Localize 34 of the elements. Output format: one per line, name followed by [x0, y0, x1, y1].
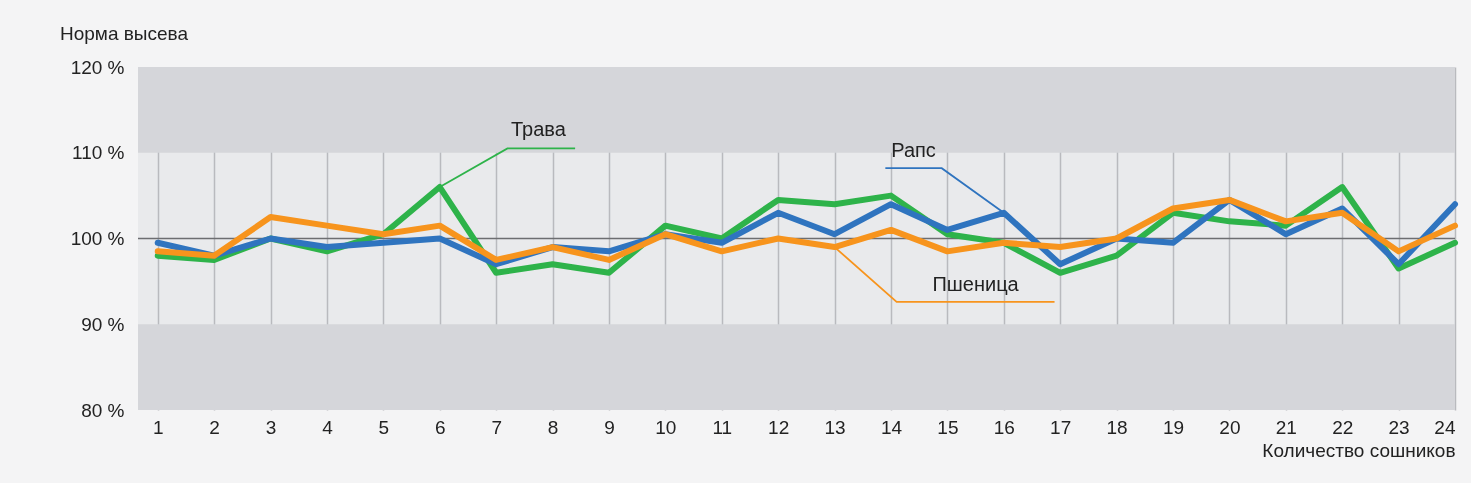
x-tick-label: 12	[768, 416, 790, 438]
x-tick-label: 23	[1388, 416, 1410, 438]
x-tick-label: 19	[1162, 416, 1185, 438]
x-tick-label: 18	[1106, 416, 1128, 438]
x-tick-label: 14	[880, 416, 903, 438]
y-tick-label: 90 %	[81, 313, 125, 335]
x-tick-label: 11	[712, 416, 733, 438]
x-tick-label: 16	[993, 416, 1015, 438]
x-tick-label: 1	[152, 416, 164, 438]
x-tick-label: 5	[378, 416, 390, 438]
x-tick-label: 15	[937, 416, 959, 438]
x-tick-label: 7	[491, 416, 502, 438]
x-tick-label: 9	[604, 416, 615, 438]
text: Рапс	[891, 139, 936, 162]
x-tick-label: 13	[824, 416, 846, 438]
x-tick-label: 24	[1434, 416, 1456, 438]
x-tick-label: 2	[209, 416, 220, 438]
y-tick-label: 80 %	[81, 399, 125, 421]
y-axis-title: Норма высева	[60, 23, 189, 44]
x-tick-label: 4	[322, 416, 334, 438]
x-tick-label: 20	[1219, 416, 1241, 438]
x-axis-title: Количество сошников	[1262, 439, 1456, 461]
x-tick-label: 17	[1050, 416, 1072, 438]
x-tick-label: 3	[265, 416, 277, 438]
text: Трава	[511, 118, 567, 141]
x-tick-label: 10	[655, 416, 677, 438]
x-tick-label: 21	[1275, 416, 1297, 438]
x-tick-label: 8	[547, 416, 559, 438]
x-tick-label: 22	[1332, 416, 1354, 438]
series-label: Пшеница	[932, 272, 1020, 295]
x-tick-label: 6	[434, 416, 446, 438]
y-tick-label: 100 %	[70, 228, 125, 249]
y-tick-label: 110 %	[72, 142, 125, 164]
y-tick-label: 120 %	[70, 56, 125, 78]
